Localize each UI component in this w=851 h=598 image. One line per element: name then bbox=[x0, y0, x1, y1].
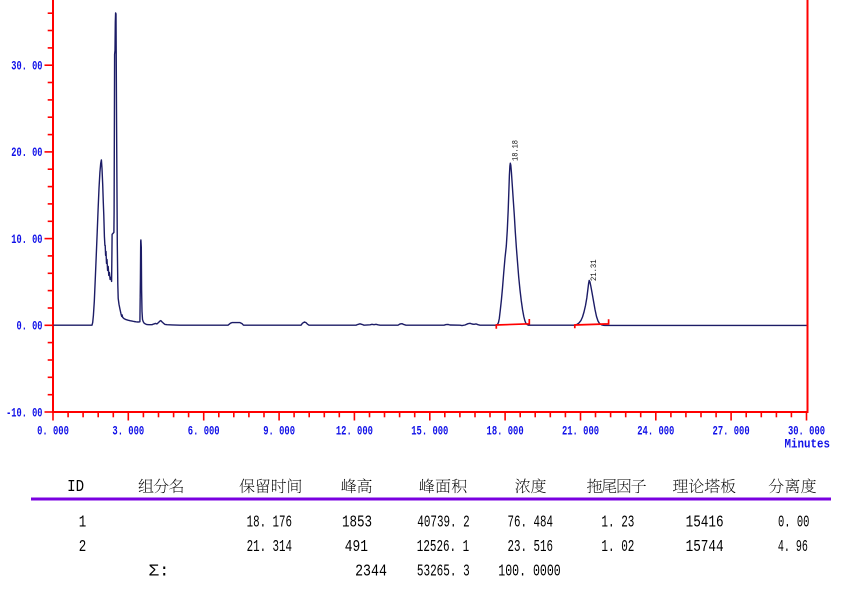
svg-text:6. 000: 6. 000 bbox=[188, 424, 220, 439]
svg-text:1853: 1853 bbox=[342, 513, 372, 532]
svg-text:0. 000: 0. 000 bbox=[37, 424, 69, 439]
svg-text:12. 000: 12. 000 bbox=[336, 424, 373, 439]
svg-text:1. 02: 1. 02 bbox=[601, 538, 634, 557]
svg-text:18.18: 18.18 bbox=[511, 140, 521, 161]
svg-text:3. 000: 3. 000 bbox=[112, 424, 144, 439]
svg-text:9. 000: 9. 000 bbox=[263, 424, 295, 439]
svg-text:10. 00: 10. 00 bbox=[11, 232, 42, 247]
svg-text:0. 00: 0. 00 bbox=[17, 319, 43, 334]
svg-text:15416: 15416 bbox=[686, 513, 724, 532]
svg-text:76. 484: 76. 484 bbox=[508, 513, 554, 532]
svg-text:15. 000: 15. 000 bbox=[411, 424, 448, 439]
svg-text:-10. 00: -10. 00 bbox=[6, 405, 43, 420]
svg-text:Minutes: Minutes bbox=[785, 437, 831, 452]
svg-text:30. 00: 30. 00 bbox=[11, 59, 42, 74]
svg-text:21.31: 21.31 bbox=[589, 260, 599, 282]
svg-text:40739. 2: 40739. 2 bbox=[417, 513, 469, 532]
svg-text:23. 516: 23. 516 bbox=[508, 538, 554, 557]
svg-text:Σ:: Σ: bbox=[149, 563, 170, 582]
svg-text:100. 0000: 100. 0000 bbox=[498, 563, 560, 582]
svg-text:0. 00: 0. 00 bbox=[778, 513, 809, 532]
svg-text:53265. 3: 53265. 3 bbox=[417, 563, 470, 582]
svg-text:27. 000: 27. 000 bbox=[713, 424, 750, 439]
svg-text:2: 2 bbox=[79, 538, 87, 557]
svg-text:20. 00: 20. 00 bbox=[11, 145, 42, 160]
svg-text:ID: ID bbox=[67, 478, 84, 497]
svg-text:12526. 1: 12526. 1 bbox=[417, 538, 469, 557]
svg-text:1: 1 bbox=[79, 513, 87, 532]
svg-text:30. 000: 30. 000 bbox=[788, 424, 825, 439]
svg-text:4. 96: 4. 96 bbox=[778, 538, 808, 557]
svg-text:21. 314: 21. 314 bbox=[247, 538, 292, 557]
svg-text:2344: 2344 bbox=[355, 563, 387, 582]
svg-text:18. 176: 18. 176 bbox=[247, 513, 292, 532]
svg-text:1. 23: 1. 23 bbox=[601, 513, 634, 532]
svg-text:15744: 15744 bbox=[686, 538, 724, 557]
svg-text:18. 000: 18. 000 bbox=[487, 424, 524, 439]
svg-text:491: 491 bbox=[345, 538, 368, 557]
svg-text:21. 000: 21. 000 bbox=[562, 424, 599, 439]
svg-text:24. 000: 24. 000 bbox=[637, 424, 674, 439]
